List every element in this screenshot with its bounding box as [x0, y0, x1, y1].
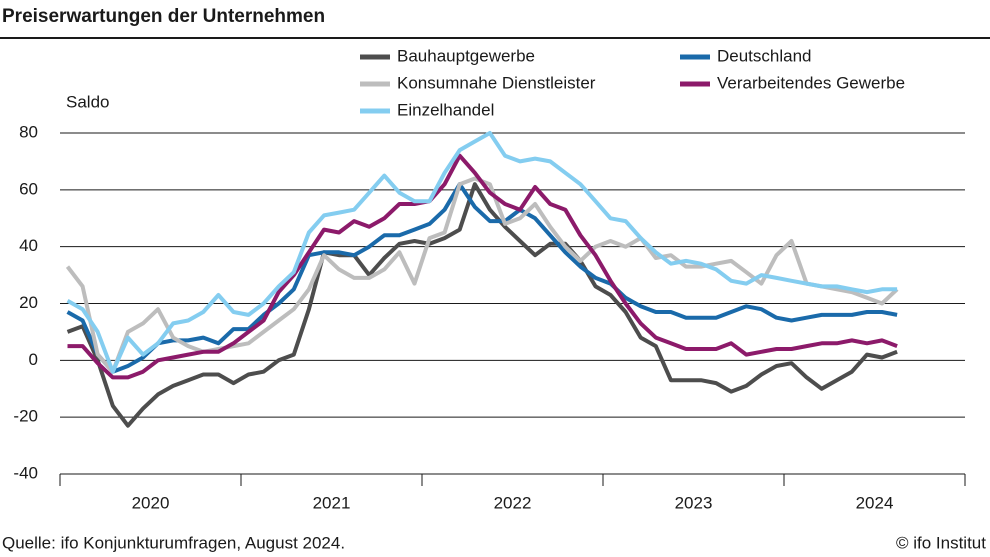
series-line: [66, 182, 898, 428]
y-tick-label: 60: [19, 179, 38, 198]
legend-label: Verarbeitendes Gewerbe: [717, 73, 905, 92]
x-tick-label: 2020: [132, 493, 170, 512]
legend-label: Bauhauptgewerbe: [397, 46, 535, 65]
legend-label: Konsumnahe Dienstleister: [397, 73, 596, 92]
series-line: [66, 182, 898, 374]
x-tick-label: 2022: [494, 493, 532, 512]
y-tick-label: -20: [13, 407, 38, 426]
y-axis-label: Saldo: [66, 92, 109, 111]
series-line: [65, 176, 899, 374]
chart-title: Preiserwartungen der Unternehmen: [2, 6, 325, 27]
source-note: Quelle: ifo Konjunkturumfragen, August 2…: [2, 533, 345, 552]
y-tick-label: 40: [19, 236, 38, 255]
x-tick-label: 2021: [313, 493, 351, 512]
x-tick-label: 2024: [856, 493, 894, 512]
legend-label: Einzelhandel: [397, 100, 494, 119]
y-tick-label: 20: [19, 293, 38, 312]
series-line: [66, 131, 898, 374]
x-tick-label: 2023: [675, 493, 713, 512]
y-tick-label: 80: [19, 122, 38, 141]
y-tick-label: -40: [13, 463, 38, 482]
y-tick-label: 0: [29, 350, 38, 369]
legend-label: Deutschland: [717, 46, 812, 65]
credit: © ifo Institut: [896, 533, 986, 552]
series-line: [67, 153, 898, 380]
